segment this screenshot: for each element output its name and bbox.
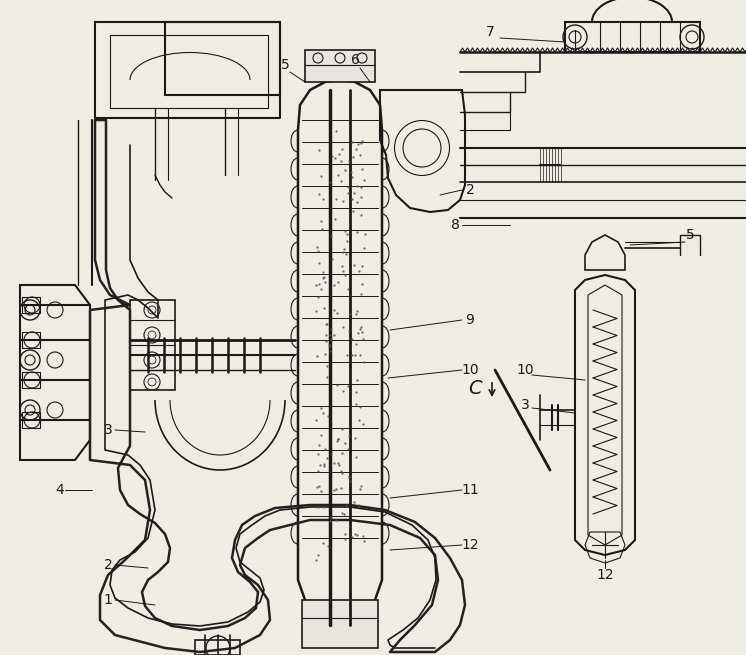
Text: 2: 2	[466, 183, 474, 197]
Text: 12: 12	[596, 568, 614, 582]
Text: 3: 3	[521, 398, 530, 412]
Text: 12: 12	[461, 538, 479, 552]
Text: 3: 3	[104, 423, 113, 437]
Bar	[22, 332, 40, 348]
Text: 5: 5	[280, 58, 289, 72]
Bar	[22, 372, 40, 388]
Text: 6: 6	[351, 53, 360, 67]
Text: 2: 2	[104, 558, 113, 572]
Text: 4: 4	[56, 483, 64, 497]
Polygon shape	[305, 50, 375, 82]
Text: 8: 8	[451, 218, 460, 232]
Bar	[22, 412, 40, 428]
Text: 9: 9	[466, 313, 474, 327]
Bar	[22, 297, 40, 313]
Text: 1: 1	[104, 593, 113, 607]
Polygon shape	[302, 600, 378, 648]
Text: 10: 10	[461, 363, 479, 377]
Text: C: C	[468, 379, 482, 398]
Text: 7: 7	[486, 25, 495, 39]
Text: 10: 10	[516, 363, 534, 377]
Text: 5: 5	[686, 228, 695, 242]
Text: 11: 11	[461, 483, 479, 497]
